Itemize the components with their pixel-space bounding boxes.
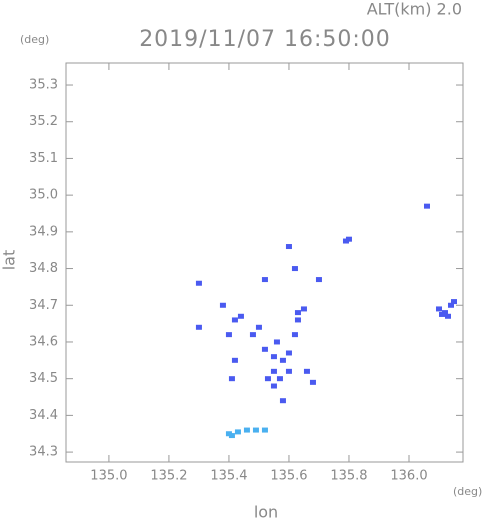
chart-title: 2019/11/07 16:50:00 (139, 27, 391, 52)
echo-point (273, 339, 280, 345)
echo-point (249, 332, 256, 338)
echo-point (309, 379, 316, 385)
y-tick-label: 35.2 (29, 114, 58, 129)
echo-point (276, 376, 283, 382)
echo-point (270, 383, 277, 389)
x-axis-label: lon (254, 503, 278, 522)
echo-point (261, 346, 268, 352)
echo-point (279, 357, 286, 363)
y-tick-label: 35.1 (29, 151, 58, 166)
echo-point (444, 313, 451, 319)
echo-point (195, 280, 202, 286)
echo-point (270, 368, 277, 374)
echo-point (441, 310, 448, 316)
x-tick-label: 136.0 (390, 469, 427, 484)
echo-point (228, 433, 235, 439)
echo-point (291, 266, 298, 272)
y-tick-label: 34.8 (29, 261, 58, 276)
y-tick-label: 34.4 (29, 408, 58, 423)
echo-point (243, 427, 250, 433)
echo-point (237, 313, 244, 319)
echo-point (225, 431, 232, 437)
x-tick-label: 135.0 (90, 469, 127, 484)
echo-point (294, 310, 301, 316)
echo-point (264, 376, 271, 382)
x-tick-label: 135.4 (210, 469, 247, 484)
echo-point (342, 238, 349, 244)
y-tick-label: 34.7 (29, 298, 58, 313)
echo-point (285, 368, 292, 374)
x-tick-label: 135.2 (150, 469, 187, 484)
y-axis-label: lat (0, 250, 19, 271)
y-unit: (deg) (20, 33, 49, 46)
x-tick-label: 135.8 (330, 469, 367, 484)
echo-point (195, 324, 202, 330)
echo-point (231, 357, 238, 363)
echo-point (315, 277, 322, 283)
echo-point (231, 317, 238, 323)
echo-point (279, 398, 286, 404)
echo-point (225, 332, 232, 338)
echo-point (261, 277, 268, 283)
echo-point (234, 429, 241, 435)
echo-point (285, 244, 292, 250)
y-tick-label: 34.3 (29, 445, 58, 460)
echo-point (450, 299, 457, 305)
echo-point (219, 302, 226, 308)
y-tick-label: 35.0 (29, 188, 58, 203)
echo-point (345, 236, 352, 242)
y-tick-label: 35.3 (29, 78, 58, 93)
y-tick-label: 34.6 (29, 334, 58, 349)
echo-point (285, 350, 292, 356)
y-tick-label: 34.5 (29, 371, 58, 386)
echo-point (303, 368, 310, 374)
echo-point (228, 376, 235, 382)
echo-point (438, 311, 445, 317)
echo-point (270, 354, 277, 360)
y-tick-label: 34.9 (29, 224, 58, 239)
echo-point (435, 306, 442, 312)
x-unit: (deg) (453, 485, 482, 498)
x-tick-label: 135.6 (270, 469, 307, 484)
echo-point (300, 306, 307, 312)
echo-point (255, 324, 262, 330)
altitude: ALT(km) 2.0 (367, 0, 462, 19)
echo-point (252, 427, 259, 433)
echo-point (423, 203, 430, 209)
plot-frame (65, 62, 464, 463)
echo-point (291, 332, 298, 338)
echo-point (294, 317, 301, 323)
echo-point (261, 427, 268, 433)
echo-point (447, 302, 454, 308)
